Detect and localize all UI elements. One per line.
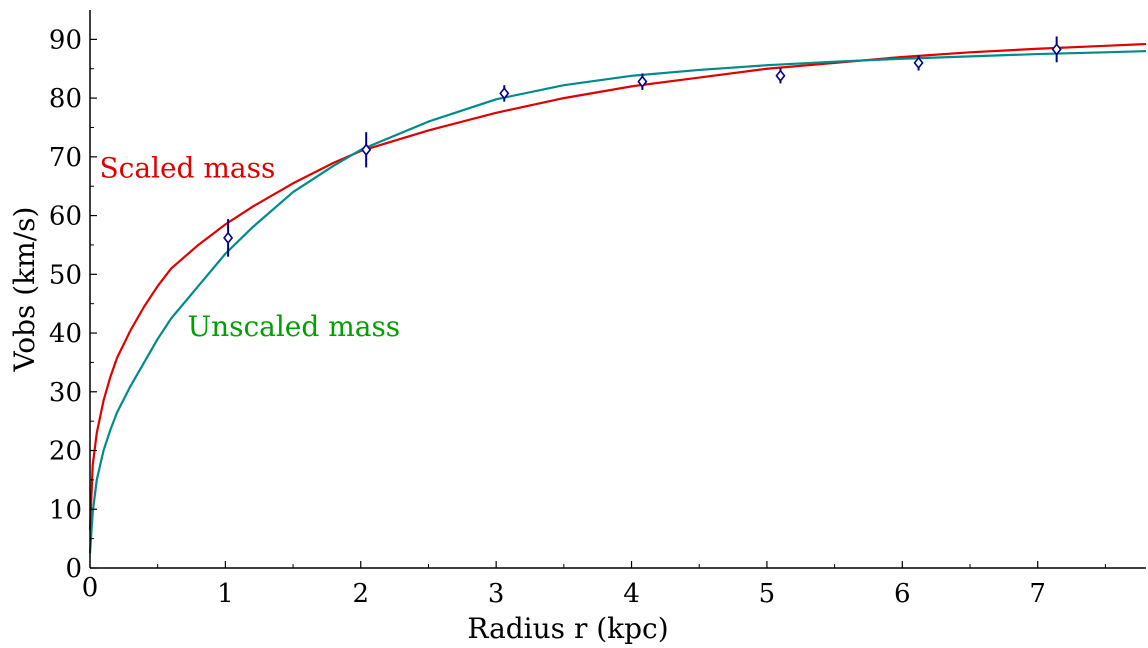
x-tick-label: 1: [217, 579, 234, 609]
observation-points: [223, 36, 1062, 257]
y-tick-label: 30: [49, 378, 82, 408]
y-tick-label: 0: [65, 554, 82, 584]
data-point: [775, 69, 786, 83]
data-point: [1051, 43, 1062, 56]
data-point: [361, 143, 372, 157]
x-tick-label: 4: [623, 579, 640, 609]
data-point: [223, 231, 234, 245]
series-lines: [88, 42, 1147, 554]
annotation-scaled-mass: Scaled mass: [99, 151, 275, 184]
series-line-unscaled-mass: [88, 50, 1147, 554]
data-point: [913, 56, 924, 70]
x-tick-label: 5: [759, 579, 776, 609]
x-tick-label: 2: [352, 579, 369, 609]
annotation-unscaled-mass: Unscaled mass: [187, 310, 400, 343]
data-point: [637, 75, 648, 88]
y-tick-label: 10: [49, 495, 82, 525]
x-axis-title: Radius r (kpc): [467, 612, 668, 645]
x-tick-label: 6: [894, 579, 911, 609]
series-line-scaled-mass: [88, 42, 1147, 530]
y-tick-label: 70: [49, 143, 82, 173]
x-tick-label: 0: [82, 573, 99, 603]
x-tick-label: 7: [1029, 579, 1046, 609]
y-tick-label: 20: [49, 437, 82, 467]
x-tick-label: 3: [488, 579, 505, 609]
axis-titles: Radius r (kpc) Vobs (km/s): [8, 207, 669, 645]
y-tick-label: 50: [49, 260, 82, 290]
y-tick-label: 60: [49, 202, 82, 232]
y-tick-label: 80: [49, 84, 82, 114]
y-tick-label: 40: [49, 319, 82, 349]
y-axis-title: Vobs (km/s): [8, 207, 41, 373]
axes: [89, 10, 1146, 569]
annotations: Scaled mass Unscaled mass: [99, 151, 400, 343]
data-point: [499, 87, 510, 100]
y-tick-label: 90: [49, 25, 82, 55]
